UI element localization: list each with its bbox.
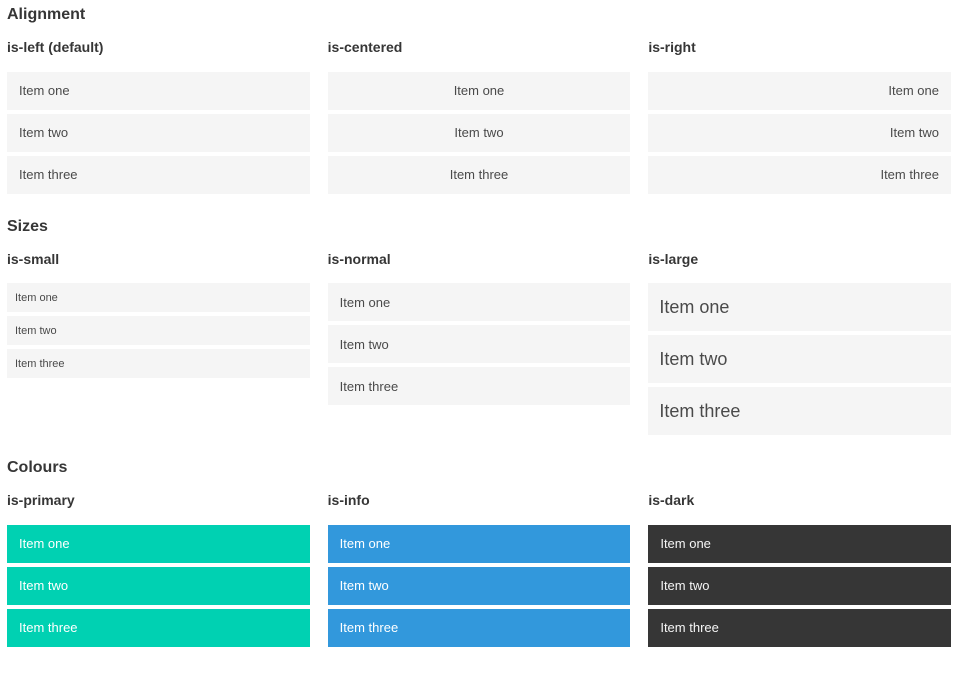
list-item: Item two	[648, 113, 951, 152]
section-heading-colours: Colours	[7, 459, 68, 476]
column-label-is-right: is-right	[648, 39, 696, 55]
list-item: Item two	[327, 113, 631, 152]
list-is-primary: Item one Item two Item three	[7, 524, 310, 647]
column-is-dark: is-dark Item one Item two Item three	[648, 492, 951, 647]
list-item: Item one	[648, 71, 951, 110]
list-is-normal: Item one Item two Item three	[327, 283, 631, 405]
list-item: Item two	[7, 566, 310, 605]
column-label-is-normal: is-normal	[327, 250, 391, 267]
list-is-right: Item one Item two Item three	[648, 71, 951, 194]
list-item: Item one	[648, 524, 951, 563]
list-item: Item one	[327, 283, 631, 321]
column-is-large: is-large Item one Item two Item three	[648, 250, 951, 435]
column-label-is-left: is-left (default)	[7, 39, 104, 55]
list-is-left: Item one Item two Item three	[7, 71, 310, 194]
column-label-is-dark: is-dark	[648, 492, 695, 508]
list-item: Item one	[327, 71, 631, 110]
list-item: Item three	[327, 367, 631, 405]
list-item: Item one	[648, 283, 951, 331]
section-colours: Colours is-primary Item one Item two Ite…	[7, 458, 951, 647]
column-label-is-info: is-info	[327, 492, 370, 508]
section-alignment: Alignment is-left (default) Item one Ite…	[7, 5, 951, 194]
list-item: Item two	[327, 325, 631, 363]
column-label-is-centered: is-centered	[327, 39, 403, 55]
list-item: Item two	[7, 113, 310, 152]
section-heading-alignment: Alignment	[7, 6, 86, 23]
list-is-small: Item one Item two Item three	[7, 283, 310, 378]
section-sizes: Sizes is-small Item one Item two Item th…	[7, 217, 951, 435]
list-item: Item two	[327, 566, 631, 605]
list-item: Item two	[648, 566, 951, 605]
column-label-is-primary: is-primary	[7, 492, 75, 508]
column-is-small: is-small Item one Item two Item three	[7, 250, 310, 378]
column-is-centered: is-centered Item one Item two Item three	[327, 39, 631, 194]
list-item: Item three	[648, 155, 951, 194]
list-item: Item one	[7, 71, 310, 110]
list-is-centered: Item one Item two Item three	[327, 71, 631, 194]
section-heading-sizes: Sizes	[7, 217, 48, 235]
column-is-info: is-info Item one Item two Item three	[327, 492, 631, 647]
list-is-dark: Item one Item two Item three	[648, 524, 951, 647]
column-label-is-large: is-large	[648, 250, 699, 267]
column-is-normal: is-normal Item one Item two Item three	[327, 250, 631, 405]
list-is-large: Item one Item two Item three	[648, 283, 951, 435]
list-item: Item one	[327, 524, 631, 563]
list-item: Item three	[7, 349, 310, 378]
list-item: Item three	[648, 387, 951, 435]
list-item: Item three	[7, 608, 310, 647]
list-item: Item one	[7, 283, 310, 312]
sizes-columns: is-small Item one Item two Item three is…	[7, 250, 951, 435]
list-item: Item two	[7, 316, 310, 345]
column-is-right: is-right Item one Item two Item three	[648, 39, 951, 194]
list-item: Item three	[327, 155, 631, 194]
alignment-columns: is-left (default) Item one Item two Item…	[7, 39, 951, 194]
list-item: Item one	[7, 524, 310, 563]
list-item: Item three	[7, 155, 310, 194]
column-label-is-small: is-small	[7, 250, 60, 267]
list-item: Item three	[327, 608, 631, 647]
list-item: Item two	[648, 335, 951, 383]
column-is-left: is-left (default) Item one Item two Item…	[7, 39, 310, 194]
list-item: Item three	[648, 608, 951, 647]
colours-columns: is-primary Item one Item two Item three …	[7, 492, 951, 647]
column-is-primary: is-primary Item one Item two Item three	[7, 492, 310, 647]
list-is-info: Item one Item two Item three	[327, 524, 631, 647]
